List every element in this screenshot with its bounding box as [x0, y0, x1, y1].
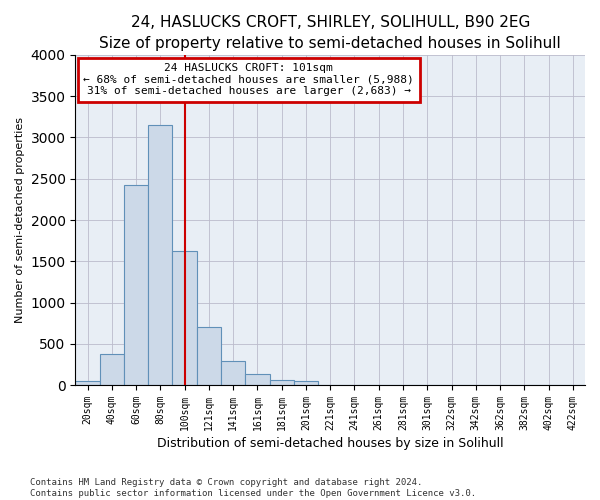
Text: Contains HM Land Registry data © Crown copyright and database right 2024.
Contai: Contains HM Land Registry data © Crown c…: [30, 478, 476, 498]
Bar: [148, 125, 172, 385]
Title: 24, HASLUCKS CROFT, SHIRLEY, SOLIHULL, B90 2EG
Size of property relative to semi: 24, HASLUCKS CROFT, SHIRLEY, SOLIHULL, B…: [100, 15, 561, 51]
Bar: [221, 361, 245, 385]
Bar: [294, 381, 318, 385]
Bar: [76, 381, 100, 385]
X-axis label: Distribution of semi-detached houses by size in Solihull: Distribution of semi-detached houses by …: [157, 437, 503, 450]
Bar: [245, 374, 269, 385]
Bar: [269, 380, 294, 385]
Bar: [172, 250, 197, 385]
Bar: [100, 354, 124, 385]
Bar: [124, 186, 148, 385]
Text: 24 HASLUCKS CROFT: 101sqm
← 68% of semi-detached houses are smaller (5,988)
31% : 24 HASLUCKS CROFT: 101sqm ← 68% of semi-…: [83, 63, 414, 96]
Bar: [197, 328, 221, 385]
Y-axis label: Number of semi-detached properties: Number of semi-detached properties: [15, 117, 25, 323]
